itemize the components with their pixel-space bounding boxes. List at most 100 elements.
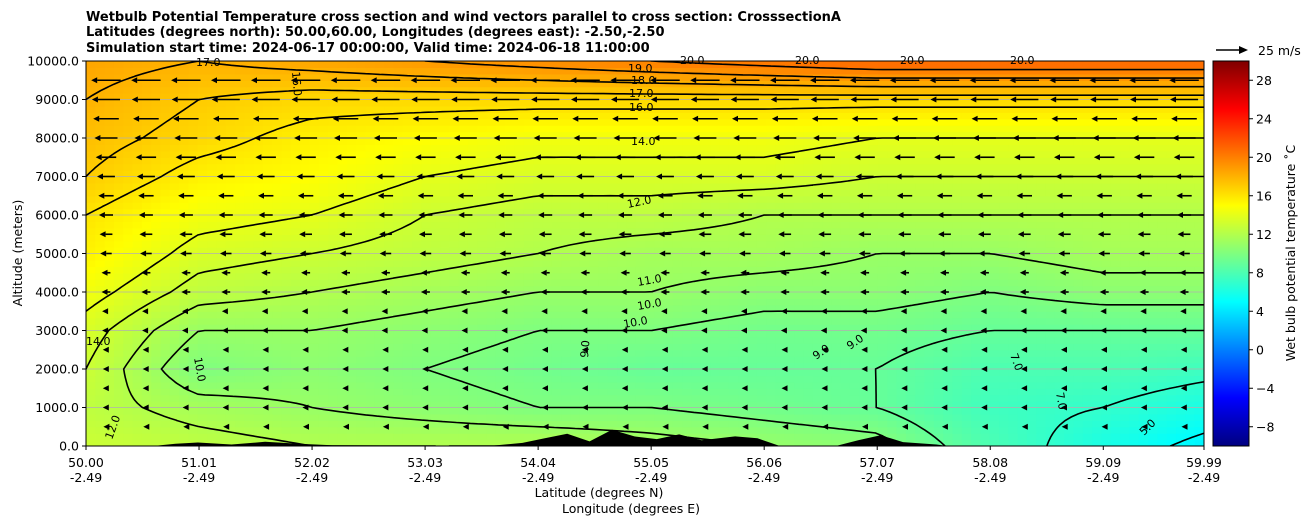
temperature-cell xyxy=(775,394,786,402)
temperature-cell xyxy=(253,118,264,126)
temperature-cell xyxy=(113,279,124,287)
temperature-cell xyxy=(179,311,190,319)
temperature-cell xyxy=(645,118,655,126)
temperature-cell xyxy=(523,144,534,152)
temperature-cell xyxy=(803,349,814,357)
temperature-cell xyxy=(263,292,273,300)
temperature-cell xyxy=(104,221,115,229)
temperature-cell xyxy=(700,253,711,261)
temperature-cell xyxy=(132,125,143,133)
temperature-cell xyxy=(412,279,422,287)
temperature-cell xyxy=(477,388,488,396)
temperature-cell xyxy=(486,93,497,101)
temperature-cell xyxy=(561,240,572,248)
temperature-cell xyxy=(346,99,357,107)
temperature-cell xyxy=(700,259,711,267)
temperature-cell xyxy=(756,356,767,364)
temperature-cell xyxy=(756,93,767,101)
temperature-cell xyxy=(141,125,152,133)
temperature-cell xyxy=(412,369,422,377)
temperature-cell xyxy=(253,182,264,190)
temperature-cell xyxy=(514,420,525,428)
temperature-cell xyxy=(197,266,208,274)
temperature-cell xyxy=(495,420,506,428)
temperature-cell xyxy=(514,362,525,370)
temperature-cell xyxy=(542,420,553,428)
temperature-cell xyxy=(812,215,823,223)
temperature-cell xyxy=(756,170,767,178)
temperature-cell xyxy=(169,234,180,242)
temperature-cell xyxy=(654,157,665,165)
temperature-cell xyxy=(514,413,525,421)
temperature-cell xyxy=(822,259,832,267)
temperature-cell xyxy=(626,157,637,165)
temperature-cell xyxy=(318,279,329,287)
temperature-cell xyxy=(803,195,814,203)
temperature-cell xyxy=(589,343,600,351)
temperature-cell xyxy=(579,227,590,235)
temperature-cell xyxy=(374,227,385,235)
temperature-cell xyxy=(384,247,395,255)
temperature-cell xyxy=(794,356,804,364)
temperature-cell xyxy=(281,253,292,261)
temperature-cell xyxy=(561,176,572,184)
temperature-cell xyxy=(346,93,357,101)
temperature-cell xyxy=(542,292,553,300)
temperature-cell xyxy=(617,388,627,396)
temperature-cell xyxy=(645,67,655,75)
temperature-cell xyxy=(393,138,404,146)
temperature-cell xyxy=(281,234,292,242)
temperature-cell xyxy=(523,349,534,357)
temperature-cell xyxy=(309,253,320,261)
temperature-cell xyxy=(281,227,292,235)
temperature-cell xyxy=(123,80,134,88)
temperature-cell xyxy=(784,182,795,190)
temperature-cell xyxy=(328,144,339,152)
temperature-cell xyxy=(672,426,683,434)
temperature-cell xyxy=(179,176,190,184)
temperature-cell xyxy=(374,170,385,178)
temperature-cell xyxy=(412,125,422,133)
temperature-cell xyxy=(179,285,190,293)
temperature-cell xyxy=(197,343,208,351)
temperature-cell xyxy=(514,298,525,306)
temperature-cell xyxy=(225,420,236,428)
temperature-cell xyxy=(691,292,702,300)
temperature-cell xyxy=(812,227,823,235)
temperature-cell xyxy=(328,259,339,267)
temperature-cell xyxy=(356,125,367,133)
temperature-cell xyxy=(113,61,124,69)
temperature-cell xyxy=(533,67,544,75)
temperature-cell xyxy=(682,324,693,332)
temperature-cell xyxy=(728,324,739,332)
temperature-cell xyxy=(738,182,749,190)
temperature-cell xyxy=(617,189,627,197)
temperature-cell xyxy=(113,349,124,357)
temperature-cell xyxy=(225,330,236,338)
temperature-cell xyxy=(523,272,534,280)
temperature-cell xyxy=(253,330,264,338)
temperature-cell xyxy=(523,80,534,88)
temperature-cell xyxy=(589,138,600,146)
temperature-cell xyxy=(169,433,180,441)
temperature-cell xyxy=(505,433,516,441)
temperature-cell xyxy=(402,298,413,306)
temperature-cell xyxy=(216,182,227,190)
temperature-cell xyxy=(328,349,339,357)
temperature-cell xyxy=(225,170,236,178)
temperature-cell xyxy=(477,292,488,300)
temperature-cell xyxy=(188,202,199,210)
temperature-cell xyxy=(794,362,804,370)
temperature-cell xyxy=(151,138,162,146)
temperature-cell xyxy=(840,266,851,274)
temperature-cell xyxy=(710,182,721,190)
temperature-cell xyxy=(672,73,683,81)
temperature-cell xyxy=(551,144,562,152)
temperature-cell xyxy=(598,311,609,319)
temperature-cell xyxy=(738,349,749,357)
temperature-cell xyxy=(654,266,665,274)
temperature-cell xyxy=(551,259,562,267)
temperature-cell xyxy=(328,93,339,101)
temperature-cell xyxy=(225,125,236,133)
temperature-cell xyxy=(179,304,190,312)
